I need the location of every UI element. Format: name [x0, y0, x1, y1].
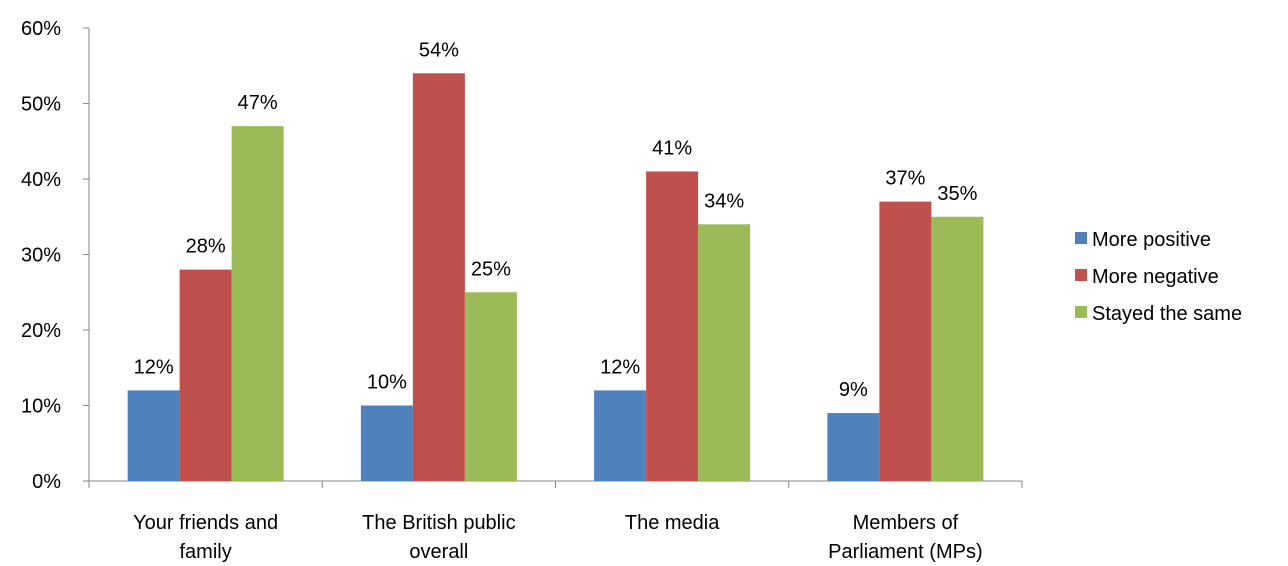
chart-legend: More positive More negative Stayed the sam…: [1075, 229, 1242, 325]
bar: [879, 201, 932, 481]
x-category-label: overall: [409, 541, 468, 563]
bar: [594, 390, 647, 481]
y-tick-label: 30%: [21, 245, 61, 267]
bar: [127, 390, 180, 481]
y-tick-label: 20%: [21, 320, 61, 342]
data-label: 54%: [419, 39, 459, 61]
bar: [464, 292, 517, 481]
bar: [931, 216, 984, 481]
bar: [179, 269, 232, 481]
legend-label: More negative: [1092, 266, 1219, 288]
chart-data-labels: 12% 28% 47% 10% 54% 25% 12% 41% 34% 9% 37% 35%: [134, 39, 978, 401]
data-label: 28%: [186, 236, 226, 258]
data-label: 12%: [600, 356, 640, 378]
data-label: 41%: [652, 137, 692, 159]
data-label: 47%: [238, 92, 278, 114]
bar: [698, 224, 751, 482]
data-label: 10%: [367, 372, 407, 394]
y-tick-label: 10%: [21, 396, 61, 418]
data-label: 12%: [134, 356, 174, 378]
legend-swatch: [1075, 306, 1087, 318]
legend-label: Stayed the same: [1092, 303, 1242, 325]
x-category-label: family: [180, 541, 232, 563]
chart-bars: [127, 73, 984, 482]
x-category-label: Parliament (MPs): [828, 541, 982, 563]
x-category-label: Your friends and: [133, 512, 278, 534]
y-tick-label: 60%: [21, 18, 61, 40]
bar: [231, 126, 284, 482]
legend-swatch: [1075, 269, 1087, 281]
data-label: 25%: [471, 258, 511, 280]
chart-axes: 0% 10% 20% 30% 40% 50% 60% Your friends and fami…: [21, 18, 1023, 563]
data-label: 34%: [704, 190, 744, 212]
data-label: 9%: [839, 379, 868, 401]
data-label: 35%: [937, 183, 977, 205]
x-category-label: Members of: [853, 512, 959, 534]
y-tick-label: 50%: [21, 94, 61, 116]
bar: [360, 405, 413, 481]
data-label: 37%: [885, 168, 925, 190]
bar: [827, 413, 880, 481]
legend-swatch: [1075, 232, 1087, 244]
bar: [646, 171, 699, 481]
y-tick-label: 0%: [32, 471, 61, 493]
legend-label: More positive: [1092, 229, 1211, 251]
y-tick-label: 40%: [21, 169, 61, 191]
bar: [412, 73, 465, 482]
x-category-label: The media: [625, 512, 720, 534]
x-category-label: The British public: [362, 512, 515, 534]
